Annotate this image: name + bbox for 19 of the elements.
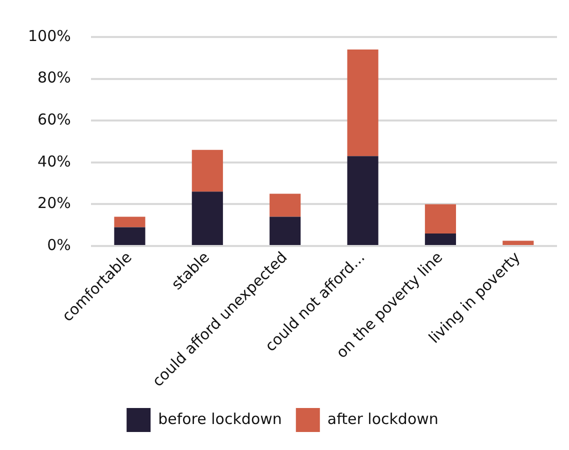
bar	[192, 192, 223, 246]
y-tick-label: 40%	[38, 152, 71, 170]
legend-label: before lockdown	[158, 410, 282, 428]
bar	[502, 240, 534, 246]
bar	[114, 227, 146, 246]
bar	[114, 216, 146, 228]
bar	[347, 156, 378, 246]
bar	[347, 50, 378, 156]
bar	[424, 204, 456, 234]
bar	[192, 150, 223, 192]
bar	[270, 194, 301, 217]
y-tick-label: 100%	[28, 26, 71, 45]
y-tick-label: 20%	[38, 194, 71, 212]
y-tick-label: 80%	[38, 68, 71, 87]
y-tick-label: 0%	[47, 236, 71, 254]
bar	[424, 233, 456, 246]
y-tick-label: 60%	[38, 110, 71, 129]
bar	[270, 216, 301, 246]
legend-label: after lockdown	[327, 410, 438, 428]
